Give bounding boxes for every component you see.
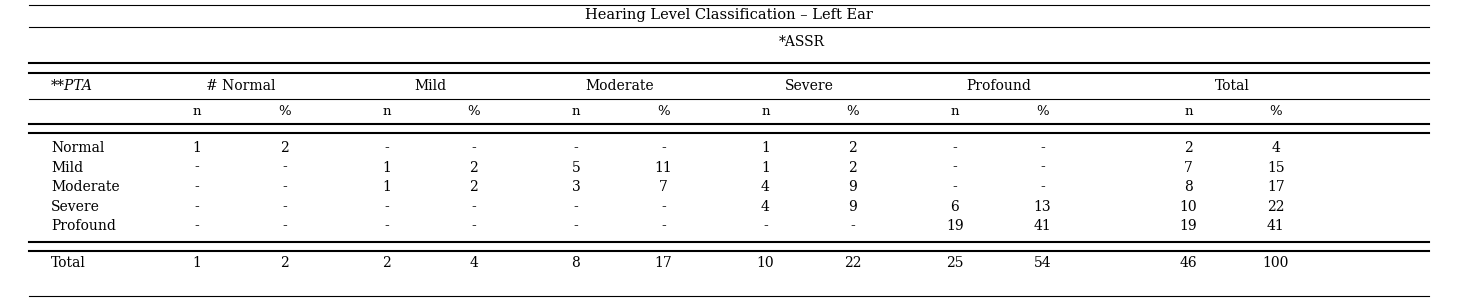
Text: -: - <box>194 161 200 175</box>
Text: 19: 19 <box>946 220 964 233</box>
Text: 4: 4 <box>469 256 478 270</box>
Text: 22: 22 <box>844 256 862 270</box>
Text: -: - <box>471 220 477 233</box>
Text: -: - <box>281 200 287 214</box>
Text: 2: 2 <box>849 141 857 155</box>
Text: 22: 22 <box>1267 200 1284 214</box>
Text: 2: 2 <box>280 141 289 155</box>
Text: Total: Total <box>1215 79 1250 93</box>
Text: -: - <box>660 220 666 233</box>
Text: -: - <box>281 220 287 233</box>
Text: 9: 9 <box>849 200 857 214</box>
Text: 11: 11 <box>655 161 672 175</box>
Text: -: - <box>573 141 579 155</box>
Text: 7: 7 <box>659 180 668 194</box>
Text: -: - <box>763 220 768 233</box>
Text: Mild: Mild <box>414 79 446 93</box>
Text: -: - <box>383 220 389 233</box>
Text: n: n <box>382 105 391 118</box>
Text: -: - <box>281 161 287 175</box>
Text: 2: 2 <box>469 180 478 194</box>
Text: -: - <box>194 200 200 214</box>
Text: Mild: Mild <box>51 161 83 175</box>
Text: Moderate: Moderate <box>51 180 120 194</box>
Text: 19: 19 <box>1180 220 1197 233</box>
Text: -: - <box>471 141 477 155</box>
Text: Normal: Normal <box>51 141 105 155</box>
Text: 25: 25 <box>946 256 964 270</box>
Text: -: - <box>660 200 666 214</box>
Text: n: n <box>951 105 959 118</box>
Text: Severe: Severe <box>784 79 834 93</box>
Text: %: % <box>278 105 290 118</box>
Text: 15: 15 <box>1267 161 1284 175</box>
Text: 2: 2 <box>1184 141 1193 155</box>
Text: -: - <box>194 220 200 233</box>
Text: 10: 10 <box>757 256 774 270</box>
Text: 8: 8 <box>1184 180 1193 194</box>
Text: 1: 1 <box>192 256 201 270</box>
Text: %: % <box>658 105 669 118</box>
Text: n: n <box>1184 105 1193 118</box>
Text: -: - <box>952 180 958 194</box>
Text: 2: 2 <box>382 256 391 270</box>
Text: -: - <box>573 220 579 233</box>
Text: Severe: Severe <box>51 200 101 214</box>
Text: 1: 1 <box>192 141 201 155</box>
Text: -: - <box>1040 180 1045 194</box>
Text: 17: 17 <box>1267 180 1284 194</box>
Text: 10: 10 <box>1180 200 1197 214</box>
Text: **PTA: **PTA <box>51 79 93 93</box>
Text: 17: 17 <box>655 256 672 270</box>
Text: n: n <box>192 105 201 118</box>
Text: %: % <box>1270 105 1282 118</box>
Text: 1: 1 <box>761 161 770 175</box>
Text: -: - <box>383 141 389 155</box>
Text: -: - <box>383 200 389 214</box>
Text: 2: 2 <box>849 161 857 175</box>
Text: 4: 4 <box>761 200 770 214</box>
Text: 3: 3 <box>572 180 580 194</box>
Text: 2: 2 <box>280 256 289 270</box>
Text: 41: 41 <box>1034 220 1051 233</box>
Text: Total: Total <box>51 256 86 270</box>
Text: -: - <box>660 141 666 155</box>
Text: 46: 46 <box>1180 256 1197 270</box>
Text: -: - <box>850 220 856 233</box>
Text: 13: 13 <box>1034 200 1051 214</box>
Text: 9: 9 <box>849 180 857 194</box>
Text: Hearing Level Classification – Left Ear: Hearing Level Classification – Left Ear <box>585 8 873 22</box>
Text: -: - <box>952 141 958 155</box>
Text: 1: 1 <box>382 180 391 194</box>
Text: 8: 8 <box>572 256 580 270</box>
Text: 7: 7 <box>1184 161 1193 175</box>
Text: Profound: Profound <box>967 79 1031 93</box>
Text: -: - <box>952 161 958 175</box>
Text: -: - <box>1040 141 1045 155</box>
Text: 54: 54 <box>1034 256 1051 270</box>
Text: -: - <box>194 180 200 194</box>
Text: 1: 1 <box>382 161 391 175</box>
Text: -: - <box>573 200 579 214</box>
Text: # Normal: # Normal <box>206 79 276 93</box>
Text: -: - <box>281 180 287 194</box>
Text: 4: 4 <box>1271 141 1280 155</box>
Text: %: % <box>468 105 480 118</box>
Text: %: % <box>1037 105 1048 118</box>
Text: Profound: Profound <box>51 220 115 233</box>
Text: %: % <box>847 105 859 118</box>
Text: -: - <box>471 200 477 214</box>
Text: n: n <box>761 105 770 118</box>
Text: *ASSR: *ASSR <box>779 35 825 49</box>
Text: n: n <box>572 105 580 118</box>
Text: -: - <box>1040 161 1045 175</box>
Text: 5: 5 <box>572 161 580 175</box>
Text: 100: 100 <box>1263 256 1289 270</box>
Text: 4: 4 <box>761 180 770 194</box>
Text: 41: 41 <box>1267 220 1284 233</box>
Text: 6: 6 <box>951 200 959 214</box>
Text: 2: 2 <box>469 161 478 175</box>
Text: 1: 1 <box>761 141 770 155</box>
Text: Moderate: Moderate <box>585 79 655 93</box>
